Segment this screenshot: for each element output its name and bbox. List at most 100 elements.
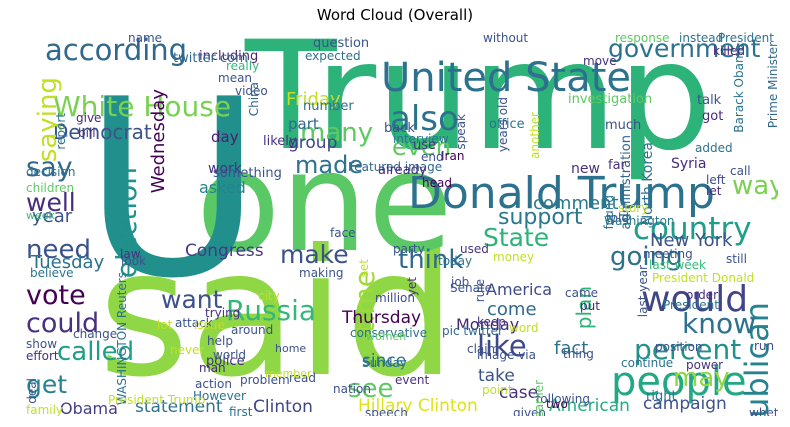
cloud-word: believe	[30, 266, 74, 280]
cloud-word: think	[398, 245, 464, 275]
cloud-word: children	[26, 181, 75, 195]
cloud-word: day	[211, 128, 239, 146]
cloud-word: help	[207, 334, 233, 348]
cloud-word: image via	[477, 348, 536, 362]
cloud-word: group	[288, 133, 338, 153]
cloud-word: President Trump	[108, 393, 206, 407]
cloud-word: used	[460, 242, 489, 256]
cloud-word: America	[486, 280, 552, 299]
cloud-word: back	[384, 121, 415, 136]
cloud-word: President Obama	[718, 32, 778, 45]
cloud-word: say	[26, 152, 73, 183]
cloud-word: mean	[218, 71, 253, 85]
cloud-word: claim	[467, 342, 500, 356]
cloud-word: much	[605, 118, 642, 133]
cloud-word: speech	[365, 406, 408, 416]
cloud-word: read	[289, 371, 317, 385]
cloud-word: case	[499, 383, 539, 403]
cloud-word: deal	[25, 378, 39, 404]
cloud-word: Monday	[456, 315, 520, 334]
cloud-word: one	[196, 122, 453, 283]
cloud-word: Donald Trump	[408, 168, 715, 219]
cloud-word: job	[451, 275, 470, 289]
cloud-word: Trump	[245, 32, 713, 184]
cloud-word: found	[602, 195, 616, 230]
cloud-word: way	[732, 171, 778, 201]
cloud-word: even	[392, 133, 451, 161]
cloud-word: following	[536, 392, 590, 406]
cloud-word: vote	[26, 280, 86, 311]
cloud-word: effort	[26, 349, 59, 363]
cloud-word: work	[208, 161, 242, 177]
cloud-word: never	[170, 343, 205, 357]
cloud-word: could	[26, 308, 100, 339]
cloud-word: twitter com	[173, 51, 248, 66]
cloud-word: killed	[713, 44, 745, 58]
cloud-word: give	[76, 111, 102, 125]
cloud-word: city	[258, 289, 280, 303]
cloud-word: added	[695, 141, 733, 155]
cloud-word: money	[493, 250, 535, 264]
cloud-word: including	[199, 49, 259, 64]
cloud-word: many	[300, 118, 374, 148]
cloud-word: people	[611, 359, 747, 405]
cloud-word: event	[395, 373, 430, 387]
cloud-word: Clinton	[253, 397, 313, 416]
cloud-word: number	[303, 99, 354, 114]
cloud-word: face	[330, 226, 356, 240]
cloud-word: action	[195, 377, 232, 391]
cloud-word: order	[686, 288, 718, 302]
cloud-word: earlier	[532, 380, 546, 416]
cloud-word: whether	[749, 406, 778, 416]
cloud-word: conservative	[350, 326, 428, 340]
cloud-word: making	[299, 266, 344, 280]
cloud-word: office	[489, 117, 525, 132]
cloud-word: year	[32, 206, 73, 227]
cloud-word: word	[509, 321, 539, 335]
cloud-word: change	[73, 327, 118, 341]
cloud-word: video	[235, 84, 268, 98]
cloud-word: call	[730, 164, 751, 178]
cloud-word: law	[120, 247, 141, 261]
cloud-word: came	[565, 286, 599, 300]
cloud-word: statement	[135, 397, 223, 416]
cloud-word: something	[213, 166, 282, 181]
cloud-word: women	[366, 330, 407, 343]
cloud-word: pic twitter	[442, 324, 503, 338]
cloud-word: country	[633, 211, 752, 247]
cloud-word: today	[438, 254, 473, 268]
cloud-word: said	[98, 213, 457, 416]
cloud-word: continue	[621, 356, 674, 370]
cloud-word: speak	[454, 114, 468, 150]
cloud-word: family	[26, 403, 64, 416]
cloud-word: million	[375, 291, 415, 305]
chart-title: Word Cloud (Overall)	[316, 6, 474, 24]
cloud-word: China	[247, 82, 261, 117]
cloud-word: right	[646, 389, 677, 404]
cloud-word: Tuesday	[31, 252, 105, 273]
cloud-word: interview	[393, 132, 449, 146]
cloud-word: meeting	[643, 247, 693, 261]
cloud-word: United State	[381, 55, 632, 101]
cloud-word: without	[483, 32, 529, 45]
cloud-word: yet	[405, 277, 419, 297]
cloud-word: years old	[496, 97, 510, 153]
cloud-word: power	[686, 358, 724, 372]
cloud-word: However	[193, 389, 246, 403]
cloud-word: Prime Minister	[766, 42, 778, 129]
cloud-word: government	[608, 34, 761, 63]
cloud-word: end	[421, 150, 444, 164]
word-cloud: Trump said one U Donald Trump United State peo…	[13, 32, 778, 416]
cloud-word: likely	[263, 134, 297, 149]
cloud-word: run	[754, 339, 775, 353]
cloud-word: point	[482, 383, 513, 397]
cloud-word: Thursday	[342, 308, 422, 328]
cloud-word: called	[57, 337, 135, 367]
cloud-word: police	[206, 354, 245, 369]
cloud-word: President	[663, 298, 719, 312]
cloud-word: first	[229, 405, 253, 416]
cloud-word: according	[45, 33, 188, 67]
cloud-word: Featured image	[348, 160, 443, 174]
cloud-word: campaign	[643, 394, 727, 414]
cloud-word: member	[265, 367, 312, 380]
